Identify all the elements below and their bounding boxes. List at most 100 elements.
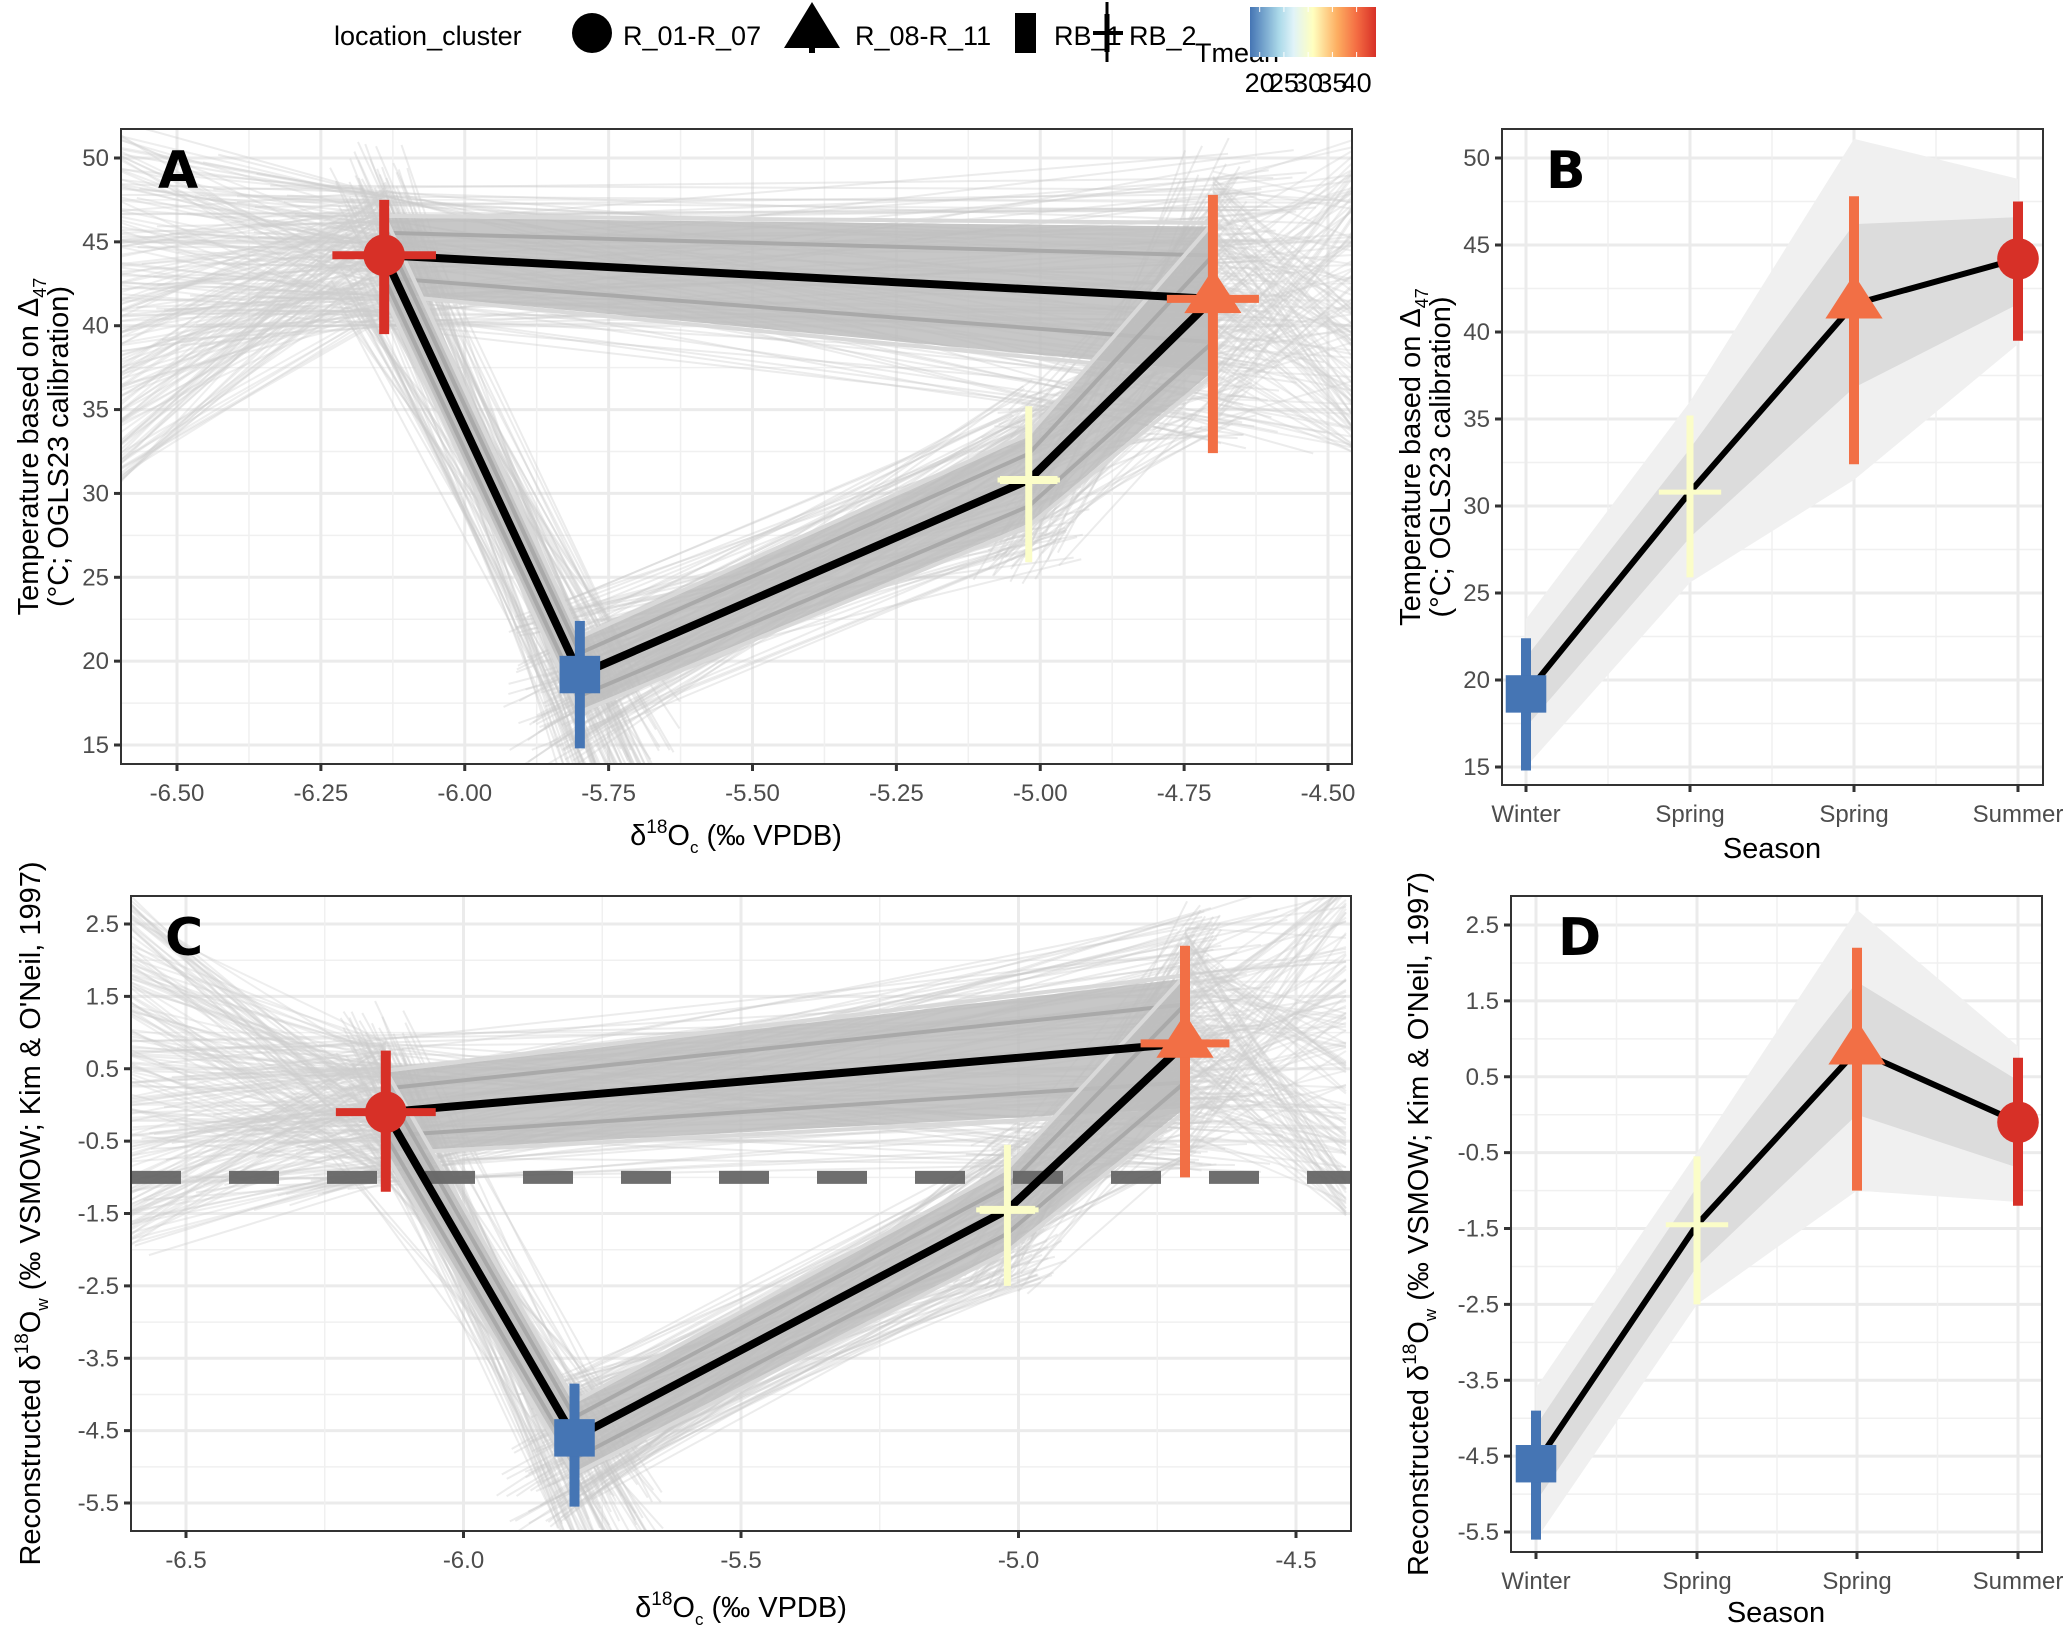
bootstrap-line <box>121 194 385 245</box>
marker-circle <box>1997 1101 2039 1144</box>
bootstrap-line <box>131 941 387 1100</box>
bootstrap-line <box>156 205 1268 228</box>
bootstrap-line <box>131 1062 387 1178</box>
panel-letter: B <box>1546 141 1586 201</box>
bootstrap-line <box>131 969 387 1082</box>
bootstrap-line <box>121 300 385 380</box>
bootstrap-line <box>1184 967 1347 1095</box>
bootstrap-line <box>341 309 587 764</box>
bootstrap-line <box>528 1255 1014 1525</box>
bootstrap-line <box>121 184 385 252</box>
bootstrap-line <box>131 1052 386 1068</box>
bootstrap-line <box>131 927 387 1159</box>
band-quantile-line <box>385 1002 1186 1091</box>
bootstrap-line <box>121 304 385 454</box>
y-axis-title-part: Reconstructed δ <box>15 1354 47 1565</box>
bootstrap-line <box>1184 899 1347 1035</box>
bootstrap-line <box>568 1272 991 1480</box>
bootstrap-line <box>131 899 387 1114</box>
bootstrap-line <box>1184 911 1347 1101</box>
bootstrap-line <box>131 1083 386 1100</box>
bootstrap-line <box>121 212 385 284</box>
marker-circle <box>1997 238 2039 280</box>
bootstrap-line <box>1184 1022 1347 1113</box>
bootstrap-line <box>1184 995 1347 1021</box>
y-axis: -5.5 -4.5 -3.5 -2.5 -1.5 -0.5 0.5 1.5 2.5 <box>78 911 131 1517</box>
bootstrap-line <box>1184 1013 1347 1048</box>
y-axis-title-part: (‰ VSMOW; Kim & O'Neil, 1997) <box>15 861 47 1298</box>
point-r_08-r_11 <box>1166 194 1259 454</box>
bootstrap-line <box>131 1068 386 1100</box>
y-axis-title-part: Reconstructed δ <box>1403 1365 1435 1576</box>
y-axis-title-part: w <box>1421 1308 1440 1322</box>
bootstrap-line <box>121 188 385 203</box>
x-tick-label: -6.50 <box>150 780 205 807</box>
bootstrap-line <box>121 192 385 412</box>
bootstrap-line <box>121 257 385 291</box>
bootstrap-line <box>131 1064 387 1164</box>
y-tick-label: 25 <box>1463 580 1490 607</box>
legend-title-shape: location_cluster <box>334 21 522 51</box>
bootstrap-line <box>131 1052 387 1134</box>
bootstrap-line <box>519 387 1073 622</box>
bootstrap-line <box>1051 366 1215 522</box>
bootstrap-line <box>1184 1011 1347 1155</box>
bootstrap-line <box>1184 1029 1347 1127</box>
bootstrap-line <box>121 200 385 446</box>
bootstrap-line <box>1184 1069 1347 1113</box>
bootstrap-line <box>552 1166 993 1412</box>
band-edge-line <box>382 293 582 713</box>
bootstrap-line <box>121 190 385 406</box>
bootstrap-line <box>121 299 385 425</box>
bootstrap-line <box>366 1142 585 1531</box>
bootstrap-line <box>121 202 385 382</box>
bootstrap-line <box>131 1030 387 1140</box>
y-tick-label: -5.5 <box>1458 1519 1499 1546</box>
mean-line <box>1523 256 2019 696</box>
bootstrap-line <box>121 273 385 357</box>
point-rb_1 <box>559 620 601 749</box>
bootstrap-line <box>131 1077 387 1184</box>
bootstrap-line <box>1184 972 1347 1032</box>
x-tick-label: Spring <box>1655 801 1724 828</box>
bootstrap-line <box>121 301 385 392</box>
bootstrap-line <box>131 1117 386 1121</box>
bootstrap-line <box>131 987 387 1063</box>
bootstrap-line <box>121 294 385 345</box>
bootstrap-line <box>1184 1084 1347 1121</box>
bootstrap-line <box>558 1257 1049 1500</box>
bootstrap-line <box>270 184 1225 191</box>
bootstrap-line <box>121 213 385 346</box>
bootstrap-line <box>131 974 387 1086</box>
point-r_01-r_07 <box>1997 201 2039 341</box>
bootstrap-line <box>121 239 385 254</box>
bootstrap-line <box>121 202 385 258</box>
bootstrap-line <box>1184 1061 1347 1189</box>
bootstrap-line <box>550 1146 1007 1388</box>
y-tick-label: 50 <box>82 145 109 172</box>
bootstrap-line <box>1184 896 1320 987</box>
bootstrap-line <box>121 208 385 311</box>
bootstrap-line <box>1184 933 1347 1178</box>
bootstrap-line <box>121 296 385 311</box>
bootstrap-line <box>1184 964 1347 1128</box>
band-quantile-line <box>382 276 582 697</box>
bootstrap-line <box>1184 896 1344 1100</box>
panel-border <box>1510 895 2043 1553</box>
y-tick-label: 20 <box>1463 667 1490 694</box>
bootstrap-line <box>131 1058 387 1158</box>
y-tick-label: 35 <box>1463 406 1490 433</box>
y-tick-label: -2.5 <box>1458 1291 1499 1318</box>
bootstrap-line <box>1184 968 1347 1107</box>
bootstrap-line <box>121 305 385 347</box>
x-tick-label: -6.0 <box>443 1547 484 1574</box>
legend-cross-icon <box>1093 2 1123 62</box>
bootstrap-line <box>131 1094 387 1231</box>
panel-letter: D <box>1558 908 1601 968</box>
y-tick-label: 15 <box>1463 754 1490 781</box>
bootstrap-line <box>1184 1053 1347 1169</box>
bootstrap-line <box>1184 1012 1347 1081</box>
x-tick-label: Spring <box>1822 1568 1891 1595</box>
bootstrap-line <box>1184 1014 1347 1135</box>
bootstrap-line <box>121 310 385 477</box>
